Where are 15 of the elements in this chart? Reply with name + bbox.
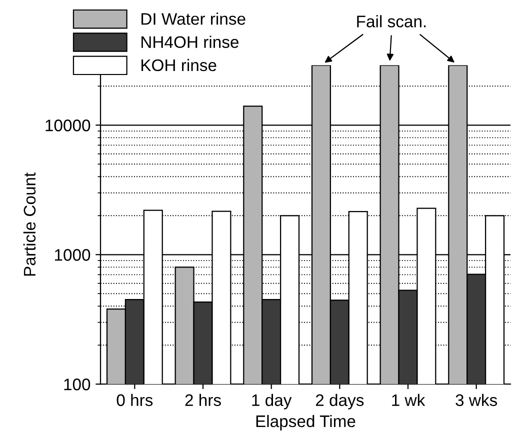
legend-label: KOH rinse	[142, 58, 216, 72]
y-tick-label: 10000	[46, 120, 90, 132]
y-axis-title: Particle Count	[23, 172, 36, 276]
x-tick-label: 2 days	[316, 394, 364, 410]
legend-label: NH4OH rinse	[142, 36, 239, 48]
text: Fail scan.	[357, 15, 426, 28]
x-tick-label: 1 wk	[392, 394, 426, 406]
y-tick-label: 100	[64, 378, 90, 390]
x-tick-label: 1 day	[252, 394, 292, 410]
x-axis-title: Elapsed Time	[256, 414, 356, 430]
x-tick-label: 2 hrs	[185, 394, 221, 406]
x-tick-label: 0 hrs	[116, 394, 153, 406]
legend-label: DI Water rinse	[142, 12, 246, 25]
y-tick-label: 1000	[54, 249, 90, 261]
x-tick-label: 3 wks	[456, 394, 498, 406]
